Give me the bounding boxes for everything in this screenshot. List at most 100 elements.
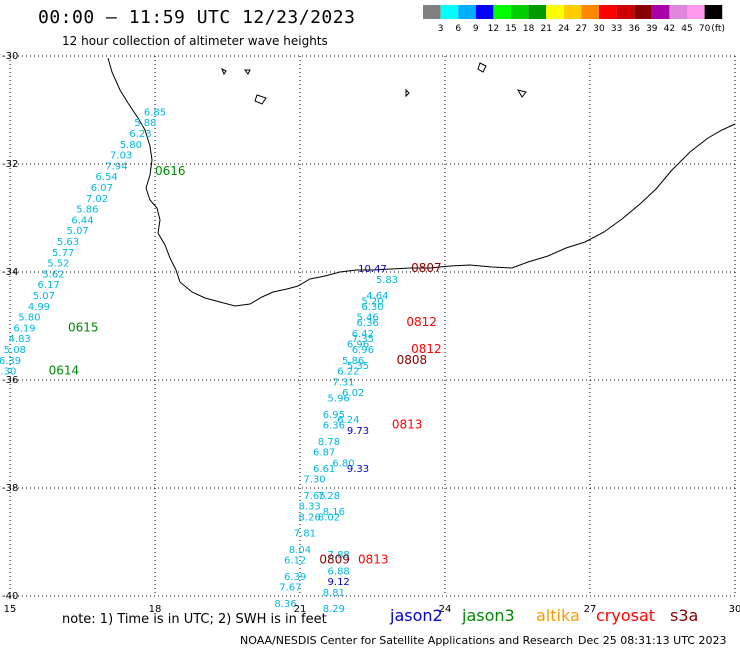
wave-height-value: 7.35 — [352, 334, 374, 345]
wave-height-value: 5.80 — [120, 140, 142, 151]
colorbar-label: 36 — [628, 24, 640, 34]
wave-height-value: 6.42 — [352, 329, 374, 340]
wave-height-value: 5.08 — [4, 345, 26, 356]
wave-height-value: 6.22 — [337, 367, 359, 378]
wave-height-value: 7.65 — [303, 491, 325, 502]
lat-tick-label: -38 — [2, 483, 18, 494]
colorbar-label: 70 — [699, 24, 711, 34]
wave-height-value: 8.36 — [274, 599, 296, 610]
wave-height-value: 5.63 — [57, 237, 79, 248]
colorbar-swatch — [546, 5, 564, 19]
wave-height-value: 7.88 — [328, 550, 350, 561]
colorbar-swatch — [616, 5, 635, 19]
wave-height-value: 6.17 — [38, 280, 60, 291]
wave-height-value: 5.35 — [347, 361, 369, 372]
wave-height-value: 5.80 — [18, 313, 40, 324]
footer-timestamp: Dec 25 08:31:13 UTC 2023 — [578, 634, 727, 647]
colorbar-swatch — [528, 5, 547, 19]
colorbar-label: 3 — [438, 24, 444, 34]
wave-height-colorbar: 3 6 9 12 15 18 21 24 27 30 33 36 39 42 45 70 (ft) — [423, 5, 725, 34]
wave-height-value: 7.28 — [318, 491, 340, 502]
wave-height-value: 10.47 — [358, 264, 387, 275]
colorbar-swatch — [687, 5, 705, 19]
wave-height-value: 6.44 — [71, 215, 93, 226]
lat-tick-label: -30 — [2, 51, 18, 62]
colorbar-swatch — [563, 5, 582, 19]
colorbar-swatch — [669, 5, 687, 19]
wave-height-value: 6.96 — [347, 340, 369, 351]
wave-height-value: 6.23 — [129, 129, 151, 140]
wave-height-value: 9.33 — [347, 464, 369, 475]
colorbar-label: 15 — [505, 24, 516, 34]
wave-height-value: 5.20 — [361, 296, 383, 307]
wave-height-value: 5.96 — [328, 394, 350, 405]
wave-height-value: 8.04 — [289, 545, 311, 556]
pass-time-label: 0812 — [411, 342, 442, 356]
colorbar-swatch — [493, 5, 511, 19]
colorbar-swatch — [599, 5, 617, 19]
colorbar-label: 39 — [646, 24, 658, 34]
island-6 — [405, 88, 410, 98]
wave-height-value: 9.12 — [328, 577, 350, 588]
lon-tick-label: 15 — [4, 604, 17, 615]
colorbar-swatch — [511, 5, 529, 19]
colorbar-label: 27 — [576, 24, 587, 34]
colorbar-label: 24 — [558, 24, 570, 34]
colorbar-label: 18 — [523, 24, 535, 34]
footer-credit: NOAA/NESDIS Center for Satellite Applica… — [240, 634, 574, 647]
island-2 — [244, 69, 251, 75]
island-3 — [254, 94, 267, 105]
wave-height-value: 6.85 — [144, 107, 166, 118]
wave-height-value: 6.36 — [323, 421, 345, 432]
wave-height-tracks: 6.855.886.235.807.037.946.546.077.025.86… — [0, 107, 398, 615]
wave-height-value: 6.30 — [361, 302, 383, 313]
wave-height-value: 7.02 — [86, 194, 108, 205]
wave-height-value: 5.07 — [33, 291, 55, 302]
wave-height-value: 5.88 — [134, 118, 156, 129]
lon-tick-label: 18 — [149, 604, 162, 615]
colorbar-swatch — [581, 5, 599, 19]
colorbar-label: 30 — [593, 24, 605, 34]
legend-jason3: jason3 — [462, 606, 515, 625]
lat-tick-label: -32 — [2, 159, 18, 170]
legend-jason2: jason2 — [390, 606, 443, 625]
pass-time-label: 0808 — [397, 353, 428, 367]
legend-altika: altika — [536, 606, 580, 625]
wave-height-value: 9.73 — [347, 426, 369, 437]
wave-height-value: 7.03 — [110, 151, 132, 162]
wave-height-value: 6.19 — [13, 323, 35, 334]
wave-height-value: 6.12 — [284, 556, 306, 567]
island-1 — [221, 67, 227, 76]
colorbar-swatch — [475, 5, 494, 19]
wave-height-value: 6.24 — [337, 415, 359, 426]
colorbar-swatch — [458, 5, 476, 19]
lon-tick-label: 21 — [294, 604, 307, 615]
wave-height-value: 8.26 — [299, 512, 321, 523]
wave-height-value: 8.02 — [318, 512, 340, 523]
pass-time-label: 0813 — [392, 418, 423, 432]
wave-height-value: 8.78 — [318, 437, 340, 448]
wave-height-value: 5.07 — [67, 226, 89, 237]
pass-time-label: 0813 — [358, 553, 389, 567]
colorbar-label: 6 — [455, 24, 461, 34]
lon-tick-label: 30 — [729, 604, 740, 615]
wave-height-value: 8.29 — [323, 604, 345, 615]
colorbar-label: 33 — [611, 24, 622, 34]
coastline — [107, 57, 736, 307]
wave-height-value: 6.96 — [352, 345, 374, 356]
wave-height-value: 8.16 — [323, 507, 345, 518]
pass-time-label: 0616 — [155, 164, 186, 178]
wave-height-value: 6.36 — [357, 318, 379, 329]
island-5 — [516, 89, 527, 98]
wave-height-value: 5.52 — [47, 259, 69, 270]
legend-cryosat: cryosat — [596, 606, 656, 625]
wave-height-value: 7.31 — [332, 377, 354, 388]
pass-time-label: 0809 — [319, 553, 350, 567]
wave-height-value: 6.80 — [332, 458, 354, 469]
lat-tick-label: -34 — [2, 267, 18, 278]
wave-height-value: 6.30 — [0, 367, 16, 378]
pass-time-label: 0807 — [411, 261, 442, 275]
wave-height-value: 4.99 — [28, 302, 50, 313]
